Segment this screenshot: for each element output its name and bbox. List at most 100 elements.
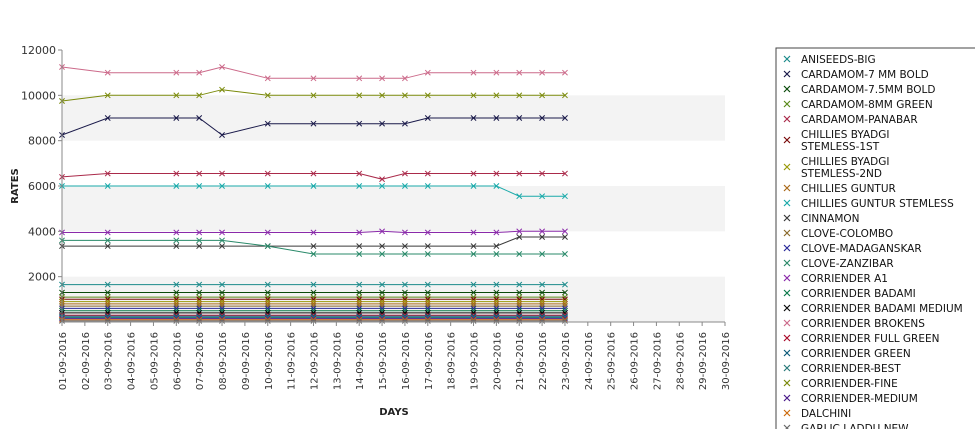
data-point [196,243,203,250]
series-16 [59,64,568,82]
series-20 [59,86,568,104]
x-tick-label: 02-09-2016 [81,332,92,390]
data-point [493,315,500,322]
legend-entry-line: CHILLIES BYADGI [801,156,890,168]
y-tick-label: 8000 [28,135,56,148]
data-point [516,115,523,121]
data-point [104,229,111,236]
data-point [516,170,523,177]
legend-marker [783,319,791,327]
legend-entry: ANISEEDS-BIG [801,54,876,66]
series-12 [59,237,568,257]
legend-entry-line: CHILLIES GUNTUR [801,183,896,195]
data-point [493,316,500,323]
axes: 2000 4000 6000 8000 10000 12000 01-09-2016 02-0… [21,44,732,390]
data-point [539,298,546,305]
data-point [516,92,523,99]
data-point [516,228,523,235]
data-point [173,170,180,177]
x-tick-label: 04-09-2016 [127,332,138,390]
data-point [539,316,546,323]
data-point [310,92,317,99]
x-tick-label: 06-09-2016 [172,332,183,390]
data-point [104,317,111,324]
series-4 [59,170,568,183]
data-point [401,289,408,296]
data-point [539,251,546,257]
legend-entry: CHILLIES BYADGI STEMLESS-2ND [801,156,890,180]
data-point [562,193,568,200]
data-point [196,296,203,303]
data-point [104,305,111,312]
legend-marker [783,55,791,63]
data-point [539,92,546,99]
data-point [424,303,431,310]
data-point [173,317,180,324]
x-tick-label: 16-09-2016 [401,332,412,390]
data-point [264,305,271,312]
data-point [424,243,431,250]
legend-entry: CORRIENDER-BEST [801,363,901,375]
legend-marker [783,100,791,108]
x-tick-label: 08-09-2016 [218,332,229,390]
data-point [173,229,180,236]
data-point [493,251,500,257]
x-tick-label: 03-09-2016 [104,332,115,390]
legend-entry-line: GARLIC LADDU NEW [801,423,909,429]
data-point [310,229,317,236]
x-tick-label: 15-09-2016 [378,332,389,390]
data-point [379,92,386,99]
x-tick-label: 05-09-2016 [149,332,160,390]
legend-entry: CORRIENDER BADAMI MEDIUM [801,303,963,315]
x-tick-label: 23-09-2016 [561,332,572,390]
x-tick-label: 11-09-2016 [287,332,298,390]
data-point [516,316,523,323]
series-1 [59,115,568,138]
data-point [539,234,546,240]
data-point [493,289,500,296]
series-layer [59,64,568,324]
data-point [516,289,523,296]
data-point [470,170,477,177]
data-point [264,170,271,177]
legend-entry-line: ANISEEDS-BIG [801,54,876,66]
legend-marker [783,184,791,192]
data-point [196,289,203,296]
data-point [356,75,363,82]
legend-entry-line: CORRIENDER-FINE [801,378,898,390]
data-point [264,120,271,127]
legend-marker [783,244,791,252]
x-tick-label: 12-09-2016 [309,332,320,390]
data-point [379,305,386,312]
legend-entry-line: CORRIENDER FULL GREEN [801,333,939,345]
series-6 [59,298,568,305]
data-point [264,317,271,324]
series-8 [59,183,568,200]
series-line [61,66,565,79]
x-tick-label: 14-09-2016 [355,332,366,390]
data-point [470,317,477,324]
data-point [219,289,225,296]
legend-marker [783,334,791,342]
data-point [264,75,271,82]
data-point [539,289,546,296]
data-point [173,296,180,303]
data-point [424,251,431,257]
legend-entry: CORRIENDER GREEN [801,348,911,360]
legend: ANISEEDS-BIG CARDAMOM-7 MM BOLD CARDAMOM-7… [775,47,975,433]
x-axis-title: DAYS [379,407,409,418]
data-point [173,92,180,99]
data-point [493,170,500,177]
data-point [173,115,180,121]
data-point [424,69,431,76]
data-point [470,305,477,312]
data-point [219,237,225,244]
data-point [493,115,500,121]
data-point [310,317,317,324]
data-point [173,298,180,305]
data-point [493,298,500,305]
data-point [219,316,225,323]
legend-marker [783,163,791,171]
data-point [539,228,546,235]
